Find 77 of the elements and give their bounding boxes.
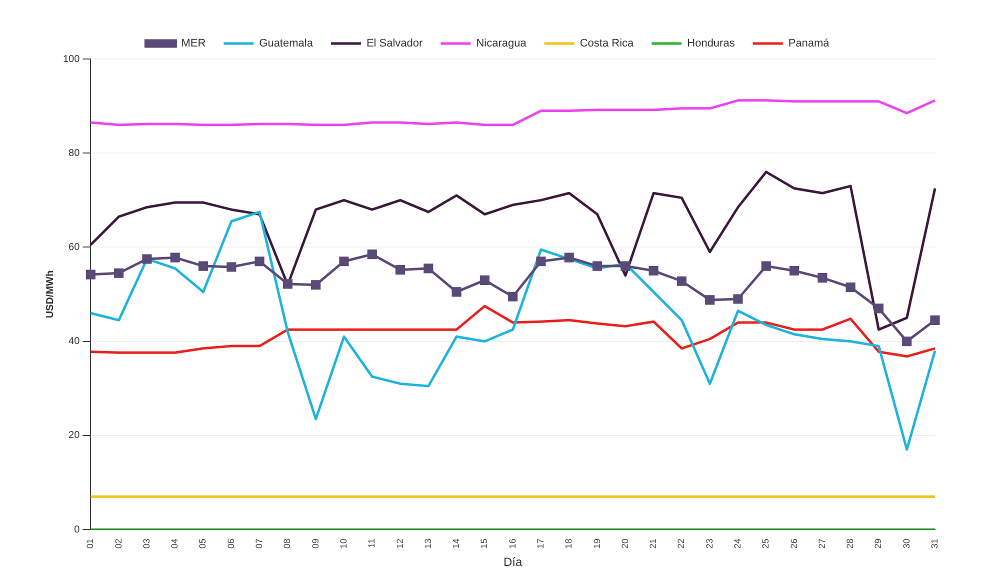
point	[367, 250, 377, 260]
x-tick-label: 28	[845, 538, 856, 549]
legend-label: Honduras	[687, 38, 736, 50]
x-tick-label: 29	[873, 538, 884, 549]
legend-label: Guatemala	[259, 38, 314, 50]
point	[705, 295, 715, 305]
point	[226, 262, 236, 272]
x-tick-label: 30	[901, 538, 912, 549]
x-tick-label: 21	[648, 538, 658, 549]
point	[789, 266, 800, 276]
point	[282, 279, 292, 289]
point	[676, 276, 686, 286]
y-tick-label: 100	[62, 54, 80, 65]
legend-label: El Salvador	[366, 38, 424, 50]
x-tick-label: 12	[394, 538, 405, 549]
x-tick-label: 13	[422, 538, 433, 549]
point	[818, 273, 828, 283]
point	[536, 256, 546, 266]
point	[902, 336, 912, 346]
point	[508, 292, 518, 302]
x-tick-label: 31	[929, 538, 940, 549]
legend-label: Panamá	[788, 38, 830, 50]
legend-label: Nicaragua	[476, 38, 528, 50]
x-tick-label: 26	[788, 538, 799, 549]
point	[86, 270, 96, 280]
x-tick-label: 27	[816, 538, 827, 549]
point	[648, 266, 658, 276]
x-tick-label: 11	[366, 538, 377, 548]
x-tick-label: 20	[620, 538, 630, 549]
point	[564, 252, 574, 262]
point	[930, 315, 940, 325]
x-tick-label: 04	[170, 538, 180, 549]
point	[592, 261, 602, 271]
y-tick-label: 20	[68, 430, 80, 442]
x-tick-label: 14	[451, 538, 462, 549]
point	[846, 282, 856, 292]
x-tick-label: 19	[592, 538, 602, 549]
point	[339, 256, 349, 266]
x-tick-label: 09	[310, 538, 320, 549]
x-tick-label: 16	[507, 538, 518, 549]
point	[733, 294, 743, 304]
x-tick-label: 02	[113, 538, 124, 549]
point	[114, 268, 124, 278]
point	[761, 261, 771, 271]
x-tick-label: 17	[535, 538, 546, 549]
point	[452, 287, 462, 297]
x-tick-label: 10	[338, 538, 348, 549]
point	[424, 264, 434, 274]
x-tick-label: 23	[704, 538, 714, 549]
x-tick-label: 07	[254, 538, 264, 549]
x-tick-label: 22	[676, 538, 686, 549]
point	[311, 280, 321, 290]
point	[480, 275, 490, 285]
point	[395, 265, 406, 275]
point	[254, 256, 264, 266]
x-tick-label: 03	[141, 538, 152, 549]
x-tick-label: 01	[85, 538, 96, 549]
x-tick-label: 25	[760, 538, 771, 549]
y-tick-label: 60	[68, 242, 80, 253]
x-tick-label: 24	[732, 538, 742, 549]
point	[198, 261, 208, 271]
y-axis-title: USD/MWh	[44, 270, 56, 318]
x-axis-title: Día	[504, 555, 522, 570]
legend-label: Costa Rica	[580, 38, 635, 50]
point	[620, 261, 630, 271]
y-tick-label: 40	[68, 336, 80, 348]
x-tick-label: 15	[479, 538, 490, 549]
y-tick-label: 80	[68, 148, 80, 159]
x-tick-label: 08	[282, 538, 292, 549]
legend-label: MER	[181, 38, 206, 50]
x-tick-label: 06	[226, 538, 236, 549]
point	[170, 252, 180, 262]
y-tick-label: 0	[74, 524, 80, 536]
x-tick-label: 18	[564, 538, 574, 549]
x-tick-label: 05	[198, 538, 208, 549]
point	[142, 254, 152, 264]
point	[874, 304, 884, 314]
